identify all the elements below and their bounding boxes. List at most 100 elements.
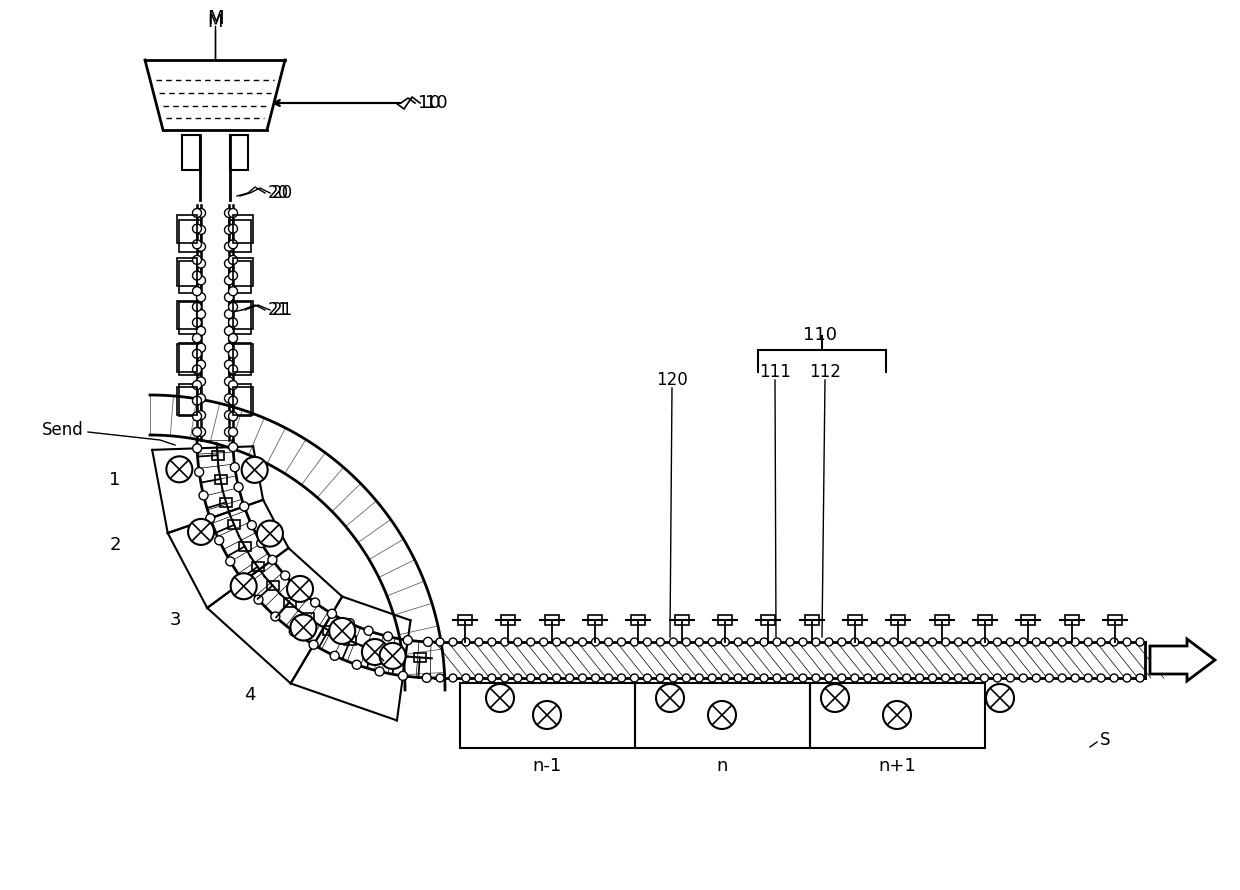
Text: 10: 10	[418, 94, 440, 112]
Circle shape	[224, 293, 233, 302]
Circle shape	[565, 674, 574, 682]
Circle shape	[192, 255, 202, 264]
Circle shape	[656, 638, 665, 646]
Text: n: n	[717, 757, 728, 775]
Bar	[179, 384, 201, 416]
Bar	[239, 542, 250, 551]
Circle shape	[644, 674, 651, 682]
Circle shape	[247, 521, 257, 530]
Bar	[233, 215, 253, 243]
Circle shape	[682, 638, 691, 646]
Circle shape	[682, 674, 691, 682]
Circle shape	[1123, 638, 1131, 646]
Circle shape	[864, 674, 872, 682]
Text: 3: 3	[169, 611, 181, 629]
Circle shape	[929, 674, 936, 682]
Circle shape	[1032, 674, 1040, 682]
Bar	[718, 615, 732, 625]
Circle shape	[231, 573, 257, 599]
Circle shape	[192, 365, 202, 374]
Bar	[1022, 615, 1035, 625]
Text: 20: 20	[268, 184, 289, 202]
Circle shape	[501, 674, 508, 682]
Circle shape	[228, 334, 238, 343]
Circle shape	[423, 637, 433, 646]
Bar	[391, 650, 402, 659]
Circle shape	[196, 360, 206, 369]
Circle shape	[280, 571, 290, 580]
Circle shape	[605, 674, 613, 682]
Text: 120: 120	[656, 371, 688, 389]
Circle shape	[1136, 674, 1145, 682]
Circle shape	[1045, 638, 1053, 646]
Circle shape	[195, 467, 203, 476]
Bar	[179, 261, 201, 293]
Circle shape	[196, 310, 206, 319]
Circle shape	[330, 651, 340, 660]
Circle shape	[228, 224, 238, 233]
Circle shape	[196, 327, 206, 336]
Bar	[229, 220, 250, 252]
Circle shape	[748, 674, 755, 682]
Circle shape	[708, 638, 717, 646]
Circle shape	[383, 632, 392, 641]
Circle shape	[748, 638, 755, 646]
Circle shape	[799, 638, 807, 646]
Circle shape	[1110, 638, 1118, 646]
Circle shape	[192, 271, 202, 280]
Circle shape	[257, 521, 283, 546]
Circle shape	[618, 638, 625, 646]
Circle shape	[513, 638, 522, 646]
Circle shape	[422, 674, 432, 683]
Bar	[805, 615, 818, 625]
Circle shape	[403, 635, 413, 644]
Circle shape	[565, 638, 574, 646]
Circle shape	[734, 674, 743, 682]
Circle shape	[890, 674, 898, 682]
Circle shape	[329, 618, 355, 644]
Circle shape	[379, 643, 405, 669]
Text: 20: 20	[272, 184, 293, 202]
Circle shape	[365, 627, 373, 635]
Circle shape	[986, 684, 1014, 712]
Circle shape	[955, 638, 962, 646]
Circle shape	[864, 638, 872, 646]
Circle shape	[346, 619, 355, 627]
Circle shape	[196, 225, 206, 234]
Circle shape	[825, 674, 833, 682]
Bar	[675, 615, 688, 625]
Circle shape	[539, 638, 548, 646]
Text: M: M	[207, 13, 223, 31]
Circle shape	[309, 640, 319, 649]
Circle shape	[192, 287, 202, 295]
Circle shape	[224, 410, 233, 420]
Circle shape	[166, 457, 192, 482]
Bar	[233, 301, 253, 329]
Circle shape	[579, 638, 587, 646]
Circle shape	[224, 208, 233, 217]
Bar	[367, 644, 378, 653]
Circle shape	[760, 638, 768, 646]
Circle shape	[851, 674, 859, 682]
FancyArrow shape	[1149, 639, 1215, 681]
Circle shape	[981, 638, 988, 646]
Text: 2: 2	[109, 536, 120, 554]
Circle shape	[656, 684, 684, 712]
Circle shape	[786, 638, 794, 646]
Circle shape	[1110, 674, 1118, 682]
Circle shape	[311, 598, 320, 607]
Text: Send: Send	[42, 421, 84, 439]
Circle shape	[812, 638, 820, 646]
Circle shape	[192, 208, 202, 217]
Bar	[177, 344, 197, 372]
Bar	[414, 653, 425, 662]
Circle shape	[192, 349, 202, 359]
Bar	[631, 615, 645, 625]
Circle shape	[449, 638, 458, 646]
Circle shape	[228, 271, 238, 280]
Circle shape	[708, 674, 717, 682]
Bar	[284, 598, 295, 607]
Circle shape	[196, 377, 206, 386]
Circle shape	[1123, 674, 1131, 682]
Bar	[179, 343, 201, 375]
